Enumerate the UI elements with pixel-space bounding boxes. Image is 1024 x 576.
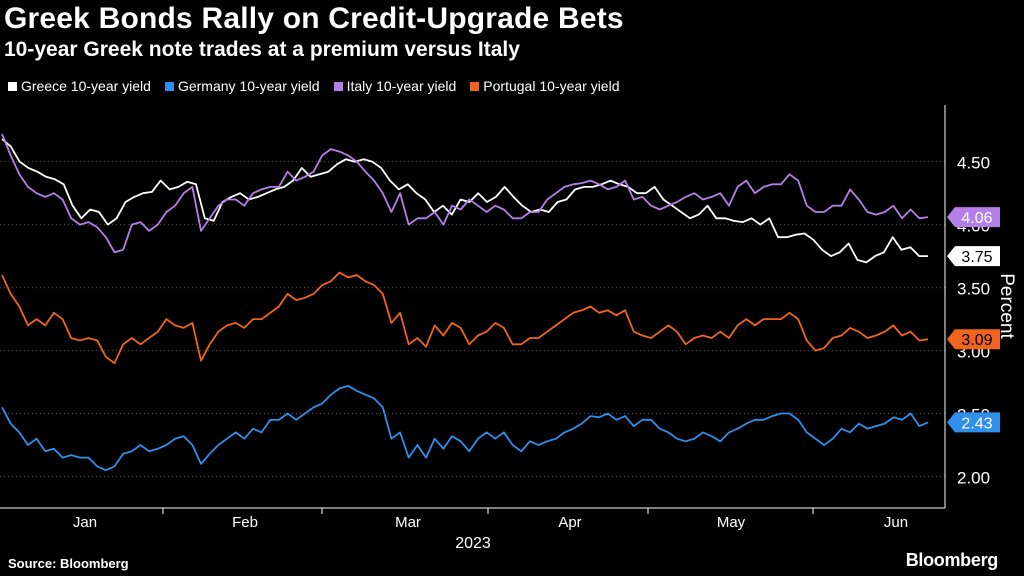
legend-item-italy: Italy 10-year yield <box>333 78 457 94</box>
series-line-germany <box>1 384 929 472</box>
legend-swatch-germany <box>164 81 174 91</box>
legend-swatch-greece <box>8 81 17 91</box>
source-note: Source: Bloomberg <box>8 556 129 571</box>
legend-item-greece: Greece 10-year yield <box>8 78 151 94</box>
legend-label-germany: Germany 10-year yield <box>177 78 320 94</box>
legend-label-greece: Greece 10-year yield <box>21 78 151 94</box>
legend-item-portugal: Portugal 10-year yield <box>470 78 619 94</box>
x-tick-label-5: Jun <box>884 514 908 531</box>
x-tick-label-3: Apr <box>558 514 581 531</box>
y-tick-label-5: 4.50 <box>957 154 990 173</box>
end-label-portugal: 3.09 <box>961 332 992 349</box>
y-axis-title: Percent <box>996 273 1017 339</box>
legend-label-portugal: Portugal 10-year yield <box>483 78 620 94</box>
end-tag-italy <box>947 207 1000 228</box>
end-label-germany: 2.43 <box>961 415 992 432</box>
x-tick-label-0: Jan <box>73 514 97 531</box>
end-label-italy: 4.06 <box>961 210 992 227</box>
series-line-italy <box>1 133 929 254</box>
x-tick-label-1: Feb <box>232 514 258 531</box>
legend-swatch-portugal <box>470 81 480 91</box>
legend-swatch-italy <box>333 81 343 91</box>
legend-label-italy: Italy 10-year yield <box>346 78 457 94</box>
legend-item-germany: Germany 10-year yield <box>164 78 320 94</box>
chart-title: Greek Bonds Rally on Credit-Upgrade Bets <box>4 2 624 35</box>
series-line-portugal <box>1 271 929 365</box>
chart-subtitle: 10-year Greek note trades at a premium v… <box>4 38 520 61</box>
x-axis-title: 2023 <box>455 535 491 552</box>
end-label-greece: 3.75 <box>961 249 992 266</box>
x-tick-label-2: Mar <box>395 514 421 531</box>
series-line-greece <box>1 138 928 264</box>
bloomberg-logo: Bloomberg <box>905 550 999 570</box>
end-tag-germany <box>947 412 1000 433</box>
y-tick-label-0: 2.00 <box>957 469 990 488</box>
legend: Greece 10-year yield Germany 10-year yie… <box>8 78 619 94</box>
y-tick-label-3: 3.50 <box>957 280 990 299</box>
end-tag-greece <box>947 246 1000 267</box>
end-tag-portugal <box>947 329 1000 350</box>
x-tick-label-4: May <box>717 514 746 531</box>
